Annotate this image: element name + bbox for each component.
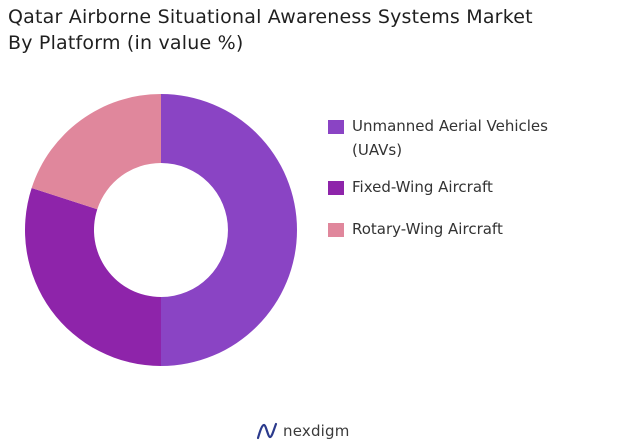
legend-label: Unmanned Aerial Vehicles: [352, 117, 548, 135]
legend-swatch: [328, 181, 344, 195]
chart-title-line-2: By Platform (in value %): [8, 32, 244, 54]
donut-slice-2: [24, 187, 162, 366]
legend-swatch: [328, 120, 344, 134]
chart-title-line-1: Qatar Airborne Situational Awareness Sys…: [8, 6, 533, 28]
legend-item-2: Fixed-Wing Aircraft: [328, 175, 618, 199]
legend-item-3: Rotary-Wing Aircraft: [328, 217, 618, 241]
donut-slice-3: [31, 94, 162, 210]
chart-legend: Unmanned Aerial Vehicles (UAVs) Fixed-Wing…: [328, 114, 618, 241]
nexdigm-logo: nexdigm: [256, 421, 350, 441]
legend-label: (UAVs): [352, 141, 403, 159]
donut-slice-1: [161, 94, 297, 366]
chart-title: Qatar Airborne Situational Awareness Sys…: [8, 4, 608, 56]
logo-text: nexdigm: [283, 422, 350, 440]
legend-swatch: [328, 223, 344, 237]
legend-label: Fixed-Wing Aircraft: [352, 178, 493, 196]
legend-label: Rotary-Wing Aircraft: [352, 220, 503, 238]
legend-item-1: Unmanned Aerial Vehicles (UAVs): [328, 114, 618, 162]
nexdigm-logo-icon: [256, 422, 278, 440]
